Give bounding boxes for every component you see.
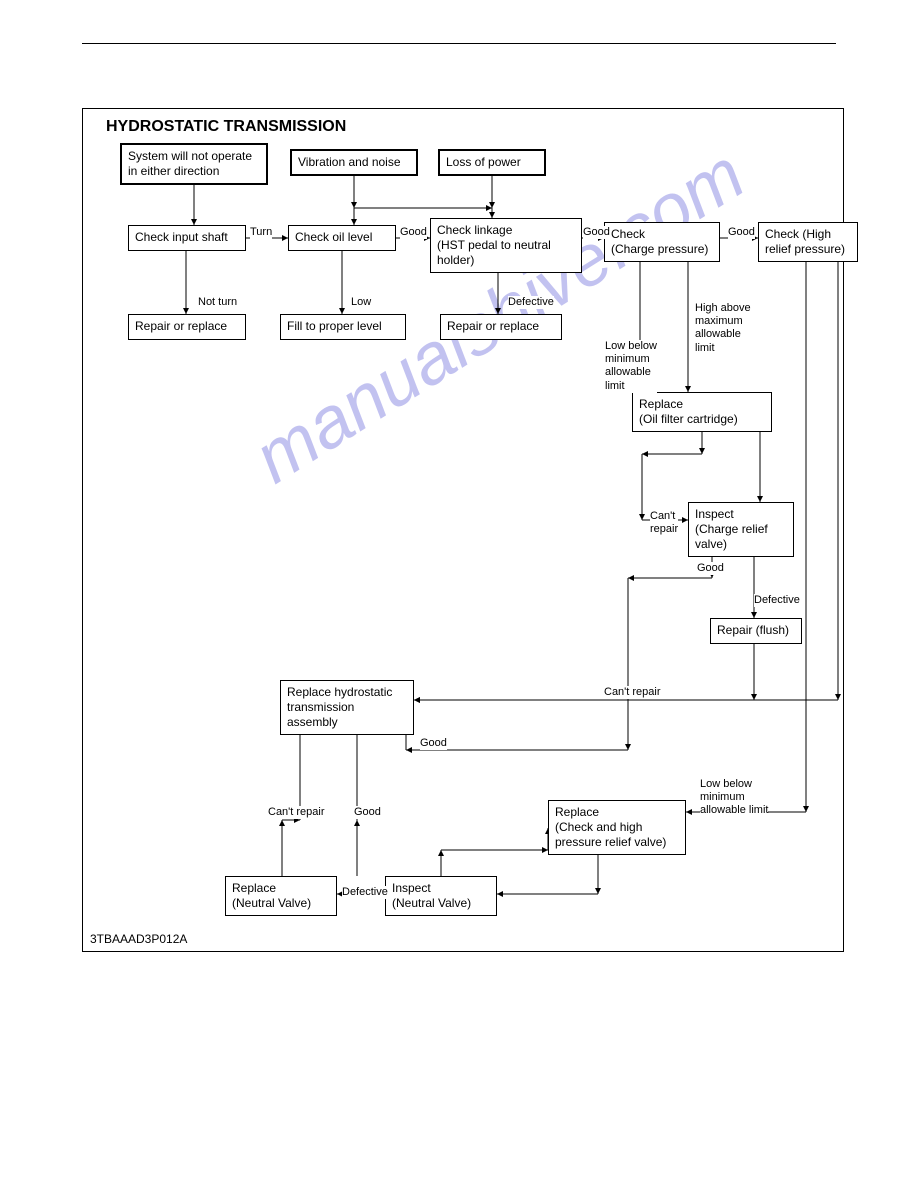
flow-node-chkHighRel: Replace(Check and highpressure relief va… xyxy=(548,800,686,855)
edge-label: Not turn xyxy=(198,296,237,309)
edge-label: Can't repair xyxy=(268,806,325,819)
flow-node-loss: Loss of power xyxy=(438,149,546,176)
flow-node-inspChg: Inspect(Charge reliefvalve) xyxy=(688,502,794,557)
flow-node-inspNeut: Inspect(Neutral Valve) xyxy=(385,876,497,916)
edge-label: Good xyxy=(697,562,724,575)
edge-label: Good xyxy=(583,226,610,239)
edge-label: Low below minimum allowable limit xyxy=(700,778,768,818)
flow-node-repairLnk: Repair or replace xyxy=(440,314,562,340)
flow-node-replaceHst: Replace hydrostatictransmissionassembly xyxy=(280,680,414,735)
flow-node-highP: Check (Highrelief pressure) xyxy=(758,222,858,262)
flow-node-oilFilter: Replace(Oil filter cartridge) xyxy=(632,392,772,432)
edge-label: Low xyxy=(351,296,371,309)
edge-label: Can't repair xyxy=(650,510,678,536)
flow-node-linkage: Check linkage(HST pedal to neutralholder… xyxy=(430,218,582,273)
edge-label: Defective xyxy=(342,886,388,899)
edge-label: Good xyxy=(420,737,447,750)
edge-label: Can't repair xyxy=(604,686,661,699)
diagram-title: HYDROSTATIC TRANSMISSION xyxy=(106,118,346,136)
edge-label: Good xyxy=(728,226,755,239)
edge-label: High above maximum allowable limit xyxy=(695,302,751,355)
edge-label: Defective xyxy=(508,296,554,309)
flow-node-fill: Fill to proper level xyxy=(280,314,406,340)
flow-node-oilLevel: Check oil level xyxy=(288,225,396,251)
flow-node-inputShaft: Check input shaft xyxy=(128,225,246,251)
top-rule xyxy=(82,43,836,44)
flow-node-replNeut: Replace(Neutral Valve) xyxy=(225,876,337,916)
flow-node-chargeP: Check(Charge pressure) xyxy=(604,222,720,262)
edge-label: Good xyxy=(400,226,427,239)
diagram-reference: 3TBAAAD3P012A xyxy=(90,932,187,946)
edge-label: Turn xyxy=(250,226,272,239)
edge-label: Low below minimum allowable limit xyxy=(605,340,657,393)
flow-node-repairInp: Repair or replace xyxy=(128,314,246,340)
flow-node-sysNo: System will not operatein either directi… xyxy=(120,143,268,185)
edge-label: Defective xyxy=(754,594,800,607)
flow-node-vib: Vibration and noise xyxy=(290,149,418,176)
page: manualshive.com HYDROSTATIC TRANSMISSION… xyxy=(0,0,918,1188)
edge-label: Good xyxy=(354,806,381,819)
flow-node-flush: Repair (flush) xyxy=(710,618,802,644)
